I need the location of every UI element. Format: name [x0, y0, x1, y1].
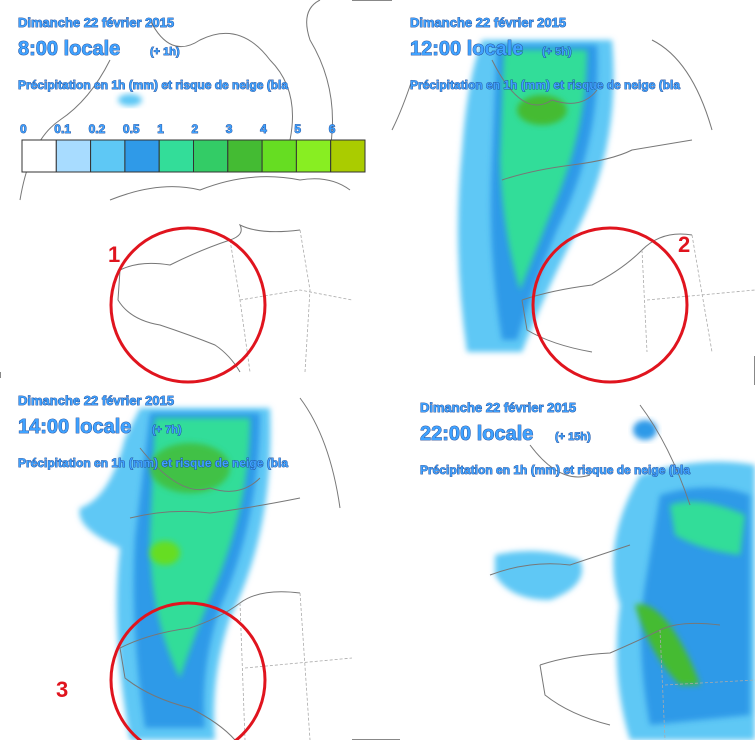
legend-label: 1 — [157, 122, 164, 136]
legend-label: 6 — [329, 122, 336, 136]
border — [659, 629, 755, 740]
legend-label: 3 — [226, 122, 233, 136]
highlight-circle — [109, 601, 267, 740]
legend-swatch — [124, 139, 160, 173]
panel-date: Dimanche 22 février 2015 — [420, 400, 576, 415]
coastline — [489, 404, 691, 576]
panel-caption: Précipitation en 1h (mm) et risque de ne… — [18, 78, 288, 92]
panel-offset: (+ 1h) — [150, 46, 180, 58]
legend-swatch — [227, 139, 263, 173]
panel-caption: Précipitation en 1h (mm) et risque de ne… — [420, 463, 690, 477]
legend-swatch — [261, 139, 297, 173]
legend-swatch — [295, 139, 332, 173]
legend-label: 0 — [20, 122, 27, 136]
panel-date: Dimanche 22 février 2015 — [18, 15, 174, 30]
border — [229, 229, 353, 373]
panel-offset: (+ 15h) — [555, 431, 591, 443]
legend-swatch — [158, 139, 194, 173]
coastline — [119, 591, 301, 740]
coastline — [129, 397, 341, 519]
marker-label: 1 — [108, 242, 120, 267]
panel-time: 12:00 locale — [410, 38, 523, 60]
map-panel: Dimanche 22 février 2015 22:00 locale (+ 1… — [400, 385, 755, 740]
legend-label: 4 — [260, 122, 267, 136]
map-panel: Dimanche 22 février 2015 8:00 locale (+ 1h… — [0, 0, 353, 373]
panel-time: 14:00 locale — [18, 416, 131, 438]
legend-swatch — [90, 139, 126, 173]
legend-swatch — [21, 139, 57, 173]
panel-offset: (+ 5h) — [542, 46, 572, 58]
legend-label: 5 — [294, 122, 301, 136]
highlight-circle — [109, 226, 267, 384]
coastline — [391, 39, 713, 181]
legend-swatch — [330, 139, 366, 173]
panel-caption: Précipitation en 1h (mm) et risque de ne… — [18, 456, 288, 470]
map-panel: Dimanche 22 février 2015 12:00 locale (+ 5… — [391, 0, 755, 356]
legend-label: 2 — [192, 122, 199, 136]
panel-offset: (+ 7h) — [152, 424, 182, 436]
highlight-circle — [531, 226, 689, 384]
panel-caption: Précipitation en 1h (mm) et risque de ne… — [410, 78, 680, 92]
marker-label: 3 — [56, 677, 68, 702]
panel-date: Dimanche 22 février 2015 — [18, 393, 174, 408]
panel-date: Dimanche 22 février 2015 — [410, 15, 566, 30]
legend-swatch — [193, 139, 229, 173]
legend-label: 0.2 — [89, 122, 106, 136]
legend-swatch — [55, 139, 92, 173]
coastline — [539, 622, 721, 726]
legend: 0 0.1 0.2 0.5 1 2 3 4 5 6 — [20, 122, 366, 173]
legend-label: 0.1 — [54, 122, 71, 136]
coastline — [521, 233, 693, 353]
map-panel: Dimanche 22 février 2015 14:00 locale (+ 7… — [0, 378, 353, 740]
border — [641, 234, 755, 353]
panel-time: 8:00 locale — [18, 38, 120, 60]
marker-label: 2 — [678, 232, 690, 257]
legend-label: 0.5 — [123, 122, 140, 136]
panel-time: 22:00 locale — [420, 423, 533, 445]
